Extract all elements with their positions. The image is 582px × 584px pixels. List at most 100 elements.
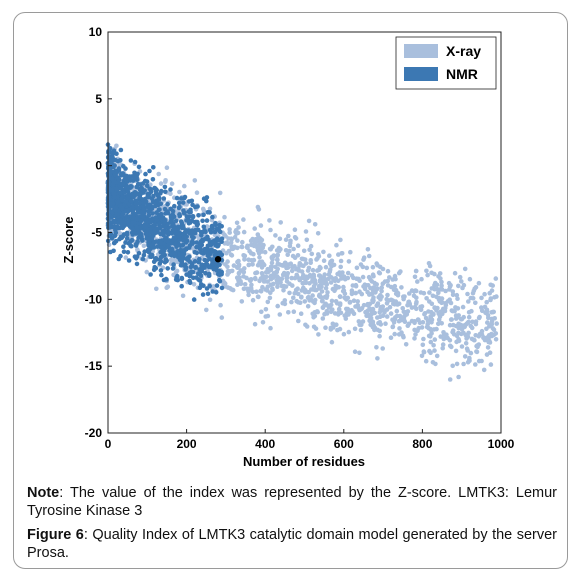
data-point xyxy=(488,362,494,367)
data-point xyxy=(201,224,207,230)
data-point xyxy=(415,279,420,284)
data-point xyxy=(429,309,434,315)
data-point xyxy=(175,273,180,279)
data-point xyxy=(174,268,180,274)
data-point xyxy=(199,269,205,274)
data-point xyxy=(348,249,353,255)
data-point xyxy=(429,301,435,307)
data-point xyxy=(432,305,437,311)
data-point xyxy=(116,199,121,204)
highlighted-point xyxy=(214,256,222,263)
data-point xyxy=(217,278,223,284)
data-point xyxy=(484,326,489,332)
data-point xyxy=(484,299,490,305)
data-point xyxy=(292,275,298,281)
data-point xyxy=(329,339,335,345)
data-point xyxy=(245,245,250,251)
data-point xyxy=(260,320,266,325)
data-point xyxy=(346,259,352,264)
x-axis: 0 200 400 600 800 1000 xyxy=(105,429,515,451)
data-point xyxy=(246,292,251,298)
data-point xyxy=(133,201,139,206)
data-point xyxy=(412,336,417,341)
data-point xyxy=(339,276,344,281)
data-point xyxy=(137,186,142,192)
data-point xyxy=(156,171,161,177)
data-point xyxy=(280,300,286,306)
y-tick-label: 5 xyxy=(95,92,102,106)
data-point xyxy=(242,254,247,259)
data-point xyxy=(307,247,312,253)
data-point xyxy=(359,291,365,297)
data-point xyxy=(239,299,245,304)
data-point xyxy=(466,299,471,304)
data-point xyxy=(169,181,175,186)
data-point xyxy=(236,258,241,264)
data-point xyxy=(213,220,218,226)
data-point xyxy=(441,332,447,338)
data-point xyxy=(307,281,312,286)
data-point xyxy=(106,222,112,227)
data-point xyxy=(168,246,174,252)
data-point xyxy=(162,252,167,258)
data-point xyxy=(229,268,235,274)
data-point xyxy=(144,269,150,275)
data-point xyxy=(396,301,402,307)
data-point xyxy=(382,310,387,315)
data-point xyxy=(134,241,139,247)
data-point xyxy=(168,218,174,224)
data-point xyxy=(462,354,468,359)
series-nmr xyxy=(105,142,225,302)
data-point xyxy=(180,200,186,205)
data-point xyxy=(168,252,173,257)
data-point xyxy=(134,225,139,230)
data-point xyxy=(302,289,308,295)
data-point xyxy=(114,143,119,149)
data-point xyxy=(235,265,240,271)
data-point xyxy=(157,207,162,212)
data-point xyxy=(442,308,448,314)
data-point xyxy=(194,223,200,228)
data-point xyxy=(193,227,198,233)
data-point xyxy=(303,261,309,266)
data-point xyxy=(338,264,344,270)
data-point xyxy=(134,217,139,222)
data-point xyxy=(419,353,425,359)
data-point xyxy=(426,325,432,331)
data-point xyxy=(134,254,140,259)
data-point xyxy=(488,296,494,301)
data-point xyxy=(142,249,147,254)
data-point xyxy=(129,174,134,179)
data-point xyxy=(481,367,487,373)
data-point xyxy=(121,163,126,169)
data-point xyxy=(470,319,475,325)
data-point xyxy=(251,251,256,257)
data-point xyxy=(261,261,266,267)
data-point xyxy=(163,189,168,195)
data-point xyxy=(317,279,323,284)
data-point xyxy=(141,252,147,258)
data-point xyxy=(450,328,456,333)
data-point xyxy=(430,293,436,299)
data-point xyxy=(394,291,400,297)
data-point xyxy=(110,177,115,182)
data-point xyxy=(161,232,166,238)
data-point xyxy=(223,262,228,267)
data-point xyxy=(183,262,188,268)
data-point xyxy=(473,321,479,327)
data-point xyxy=(148,204,154,209)
data-point xyxy=(194,190,200,195)
data-point xyxy=(135,247,140,252)
data-point xyxy=(137,200,142,206)
data-point xyxy=(125,188,130,193)
data-point xyxy=(367,306,372,311)
data-point xyxy=(165,284,171,290)
data-point xyxy=(316,273,322,278)
data-point xyxy=(292,263,297,269)
data-point xyxy=(162,236,168,242)
data-point xyxy=(142,178,148,184)
data-point xyxy=(413,301,419,306)
data-point xyxy=(378,322,384,327)
data-point xyxy=(132,159,138,165)
data-point xyxy=(125,250,131,255)
